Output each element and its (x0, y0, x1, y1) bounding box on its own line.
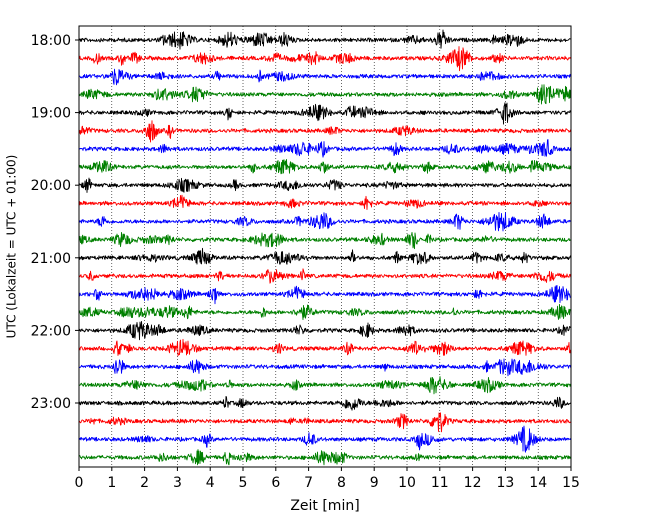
x-tick-label-15: 15 (562, 475, 580, 491)
x-tick-label-6: 6 (271, 475, 280, 491)
x-tick-label-12: 12 (464, 475, 482, 491)
x-tick-label-10: 10 (398, 475, 416, 491)
seismogram-traces (78, 29, 572, 466)
trace-1830 (78, 68, 572, 86)
trace-2045 (78, 231, 572, 250)
trace-2300 (78, 395, 572, 411)
trace-1930 (78, 139, 572, 158)
x-tick-label-0: 0 (75, 475, 84, 491)
trace-2000 (78, 177, 572, 193)
trace-1815 (78, 46, 572, 72)
y-tick-label-2000: 20:00 (31, 178, 71, 194)
y-tick-label-2100: 21:00 (31, 251, 71, 267)
x-tick-label-9: 9 (370, 475, 379, 491)
trace-2015 (78, 194, 572, 210)
trace-2115 (78, 268, 572, 284)
x-tick-label-7: 7 (304, 475, 313, 491)
trace-2200 (78, 320, 572, 341)
x-tick-label-11: 11 (431, 475, 449, 491)
x-axis-ticks: 0 1 2 3 4 5 6 7 8 9 10 11 12 13 14 15 (75, 467, 580, 491)
x-tick-label-2: 2 (140, 475, 149, 491)
trace-2215 (78, 338, 572, 357)
x-axis-label: Zeit [min] (290, 498, 359, 514)
x-tick-label-8: 8 (337, 475, 346, 491)
trace-2345 (78, 449, 572, 466)
plot-frame (78, 25, 572, 468)
x-tick-label-3: 3 (173, 475, 182, 491)
trace-1845 (78, 84, 572, 105)
trace-1915 (78, 120, 572, 143)
y-tick-label-1900: 19:00 (31, 106, 71, 122)
x-tick-label-4: 4 (206, 475, 215, 491)
trace-2330 (78, 425, 572, 453)
x-tick-label-5: 5 (239, 475, 248, 491)
trace-2130 (78, 284, 572, 305)
x-tick-label-1: 1 (107, 475, 116, 491)
y-axis-ticks: 18:00 19:00 20:00 21:00 22:00 23:00 (31, 33, 79, 412)
y-axis-label: UTC (Lokalzeit = UTC + 01:00) (5, 155, 19, 339)
trace-1800 (78, 29, 572, 50)
x-tick-label-14: 14 (529, 475, 547, 491)
trace-2230 (78, 358, 572, 377)
x-tick-label-13: 13 (496, 475, 514, 491)
trace-1945 (78, 158, 572, 175)
y-tick-label-2300: 23:00 (31, 396, 71, 412)
y-tick-label-1800: 18:00 (31, 33, 71, 49)
trace-2145 (78, 303, 572, 321)
trace-2245 (78, 376, 572, 395)
trace-1900 (78, 102, 572, 125)
trace-2100 (78, 247, 572, 265)
trace-2315 (78, 412, 572, 433)
y-tick-label-2200: 22:00 (31, 323, 71, 339)
trace-2030 (78, 211, 572, 232)
